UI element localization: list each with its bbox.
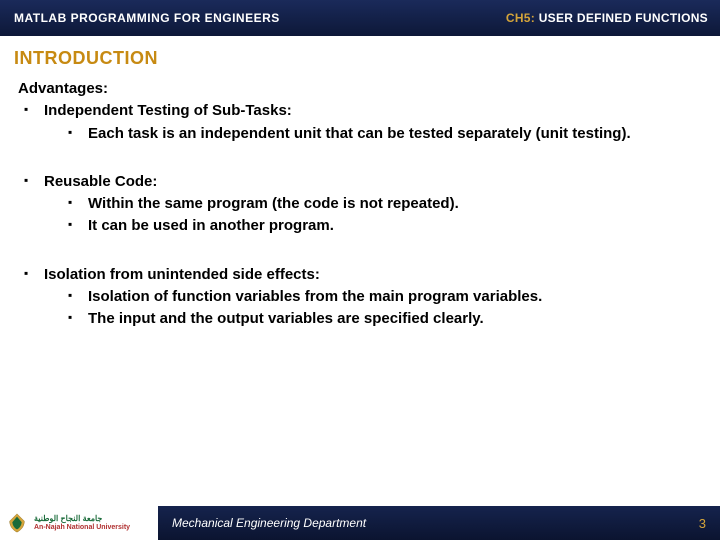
department-name: Mechanical Engineering Department (158, 516, 366, 530)
list-item: Independent Testing of Sub-Tasks: Each t… (22, 101, 702, 144)
bullet-list: Independent Testing of Sub-Tasks: Each t… (18, 101, 702, 144)
bullet-list: Isolation from unintended side effects: … (18, 265, 702, 330)
list-item: It can be used in another program. (66, 216, 702, 236)
list-item-title: Isolation from unintended side effects: (44, 266, 320, 283)
chapter-prefix: CH5: (506, 11, 535, 25)
sub-list: Within the same program (the code is not… (44, 194, 702, 237)
sub-list: Isolation of function variables from the… (44, 287, 702, 330)
list-item-title: Independent Testing of Sub-Tasks: (44, 102, 292, 119)
page-number: 3 (699, 516, 706, 531)
university-logo-area: جامعة النجاح الوطنية An-Najah National U… (0, 506, 158, 540)
chapter-name: USER DEFINED FUNCTIONS (535, 11, 708, 25)
list-item: Within the same program (the code is not… (66, 194, 702, 214)
course-title: MATLAB PROGRAMMING FOR ENGINEERS (0, 11, 280, 25)
sub-list: Each task is an independent unit that ca… (44, 124, 702, 144)
advantages-heading: Advantages: (18, 79, 702, 99)
list-item: Reusable Code: Within the same program (… (22, 172, 702, 237)
university-name-en: An-Najah National University (34, 524, 130, 532)
slide-content: Advantages: Independent Testing of Sub-T… (0, 79, 720, 329)
list-item: Each task is an independent unit that ca… (66, 124, 702, 144)
list-item-title: Reusable Code: (44, 173, 157, 190)
university-logo-icon (6, 512, 28, 534)
slide-footer: جامعة النجاح الوطنية An-Najah National U… (0, 506, 720, 540)
list-item: Isolation of function variables from the… (66, 287, 702, 307)
slide-header: MATLAB PROGRAMMING FOR ENGINEERS CH5: US… (0, 0, 720, 36)
list-item: Isolation from unintended side effects: … (22, 265, 702, 330)
university-logo-text: جامعة النجاح الوطنية An-Najah National U… (34, 515, 130, 531)
list-item: The input and the output variables are s… (66, 309, 702, 329)
chapter-label: CH5: USER DEFINED FUNCTIONS (506, 11, 708, 25)
university-name-ar: جامعة النجاح الوطنية (34, 515, 130, 524)
bullet-list: Reusable Code: Within the same program (… (18, 172, 702, 237)
section-title: INTRODUCTION (0, 36, 720, 79)
